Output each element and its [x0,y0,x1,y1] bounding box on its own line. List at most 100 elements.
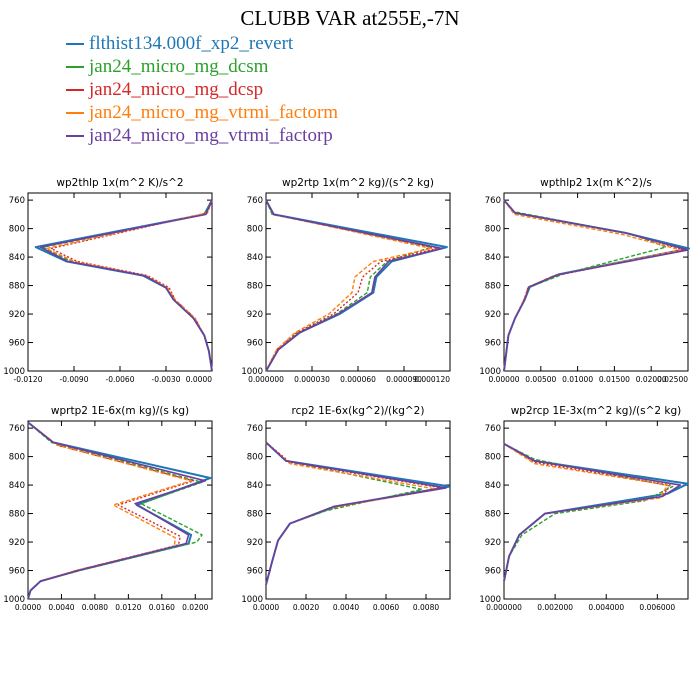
series-line [265,199,448,372]
y-tick-label: 960 [247,567,263,577]
panel-title: wpthlp2 1x(m K^2)/s [540,177,652,189]
y-tick-label: 760 [247,424,263,434]
y-tick-label: 840 [9,253,25,263]
y-tick-label: 840 [485,481,501,491]
y-tick-label: 1000 [241,367,263,377]
series-line [45,199,213,372]
series-line [503,443,669,582]
series-line [265,199,433,372]
y-tick-label: 760 [9,196,25,206]
series-line [265,199,433,372]
series-line [39,199,213,372]
series-line [265,441,443,585]
y-tick-label: 800 [9,453,25,463]
x-tick-label: 0.0080 [413,603,439,612]
series-line [34,199,213,372]
x-tick-label: 0.0080 [82,603,108,612]
legend-item: jan24_micro_mg_dcsp [66,78,338,101]
y-tick-label: 880 [485,510,501,520]
y-tick-label: 920 [485,310,501,320]
y-tick-label: 920 [485,538,501,548]
y-tick-label: 840 [485,253,501,263]
x-tick-label: 0.0040 [48,603,74,612]
x-tick-label: 0.01500 [599,375,630,384]
y-tick-label: 760 [485,196,501,206]
legend-swatch [66,134,84,137]
y-tick-label: 920 [9,310,25,320]
y-tick-label: 800 [9,225,25,235]
x-tick-label: 0.000120 [414,375,450,384]
y-tick-label: 840 [9,481,25,491]
series-line [265,441,447,586]
y-tick-label: 920 [247,538,263,548]
legend-label: jan24_micro_mg_dcsm [89,56,269,77]
y-tick-label: 960 [247,339,263,349]
series-line [27,421,207,600]
y-tick-label: 840 [247,253,263,263]
series-line [503,443,682,582]
panel-frame [265,420,451,600]
legend-item: jan24_micro_mg_vtrmi_factorp [66,124,338,147]
y-tick-label: 880 [247,510,263,520]
series-line [42,199,213,372]
series-line [503,443,674,582]
y-tick-label: 1000 [3,595,25,605]
y-tick-label: 800 [485,225,501,235]
legend-label: flthist134.000f_xp2_revert [89,33,294,54]
panel-title: wp2rcp 1E-3x(m^2 kg)/(s^2 kg) [511,405,682,417]
x-tick-label: 0.000000 [486,603,522,612]
panel-frame [503,192,689,372]
y-tick-label: 880 [247,282,263,292]
x-tick-label: 0.000060 [340,375,376,384]
panel-title: rcp2 1E-6x(kg^2)/(kg^2) [292,405,425,417]
x-tick-label: 0.004000 [588,603,624,612]
legend-item: jan24_micro_mg_dcsm [66,55,338,78]
panel-frame [27,192,213,372]
x-tick-label: 0.0060 [373,603,399,612]
panel-title: wp2thlp 1x(m^2 K)/s^2 [56,177,183,189]
y-tick-label: 800 [247,225,263,235]
y-tick-label: 920 [9,538,25,548]
x-tick-label: 0.00000 [488,375,519,384]
legend-item: flthist134.000f_xp2_revert [66,32,338,55]
series-line [265,441,439,585]
x-tick-label: 0.0120 [115,603,141,612]
panel-frame [27,420,213,600]
y-tick-label: 1000 [479,367,501,377]
x-tick-label: 0.0000 [253,603,279,612]
y-tick-label: 840 [247,481,263,491]
y-tick-label: 800 [485,453,501,463]
y-tick-label: 960 [485,567,501,577]
x-tick-label: 0.02000 [636,375,667,384]
legend: flthist134.000f_xp2_revert jan24_micro_m… [66,32,338,147]
figure-title: CLUBB VAR at255E,-7N [240,6,460,30]
x-tick-label: 0.0000 [186,375,212,384]
x-tick-label: 0.02500 [657,375,688,384]
series-line [503,443,671,582]
y-tick-label: 880 [9,282,25,292]
y-tick-label: 760 [485,424,501,434]
x-tick-label: 0.0020 [293,603,319,612]
y-tick-label: 800 [247,453,263,463]
legend-swatch [66,111,84,114]
y-tick-label: 1000 [3,367,25,377]
x-tick-label: -0.0060 [106,375,135,384]
legend-label: jan24_micro_mg_vtrmi_factorp [89,125,333,146]
y-tick-label: 880 [9,510,25,520]
series-line [503,199,689,372]
panel-title: wp2rtp 1x(m^2 kg)/(s^2 kg) [282,177,434,189]
x-tick-label: 0.002000 [537,603,573,612]
y-tick-label: 1000 [479,595,501,605]
y-tick-label: 960 [9,567,25,577]
x-tick-label: 0.0200 [182,603,208,612]
series-line [27,421,192,600]
x-tick-label: 0.000030 [294,375,330,384]
legend-item: jan24_micro_mg_vtrmi_factorm [66,101,338,124]
series-line [265,199,444,372]
x-tick-label: 0.000000 [248,375,284,384]
y-tick-label: 1000 [241,595,263,605]
legend-swatch [66,42,84,45]
panel-frame [265,192,451,372]
series-line [265,441,451,586]
